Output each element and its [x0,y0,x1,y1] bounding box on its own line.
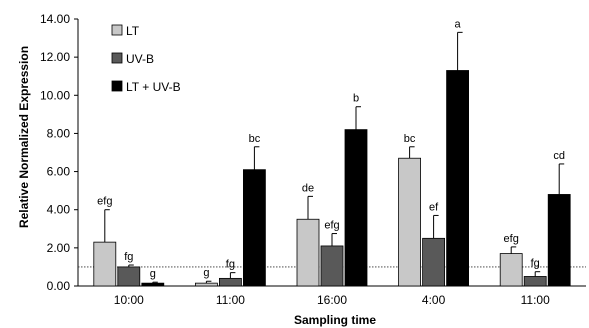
significance-label: ef [429,201,439,213]
x-tick-label: 10:00 [114,293,144,307]
y-tick-label: 8.00 [47,126,71,140]
bar-uv-b-3 [422,237,446,287]
y-tick-label: 12.00 [40,50,70,64]
x-axis-title: Sampling time [294,313,376,327]
significance-label: efg [97,196,112,208]
bar-lt-uv-b-2 [344,129,368,287]
significance-label: bc [249,133,261,145]
y-tick-label: 4.00 [47,203,71,217]
significance-label: fg [226,259,235,271]
significance-label: g [150,268,156,280]
bar-uv-b-2 [320,245,344,287]
significance-label: fg [531,258,540,270]
significance-label: efg [324,220,339,232]
y-tick-label: 2.00 [47,241,71,255]
significance-label: cd [553,150,565,162]
bar-lt-uv-b-1 [242,169,266,287]
x-tick-label: 4:00 [422,293,446,307]
y-tick-label: 14.00 [40,12,70,26]
significance-label: b [353,93,359,105]
legend-swatch [111,24,123,36]
x-tick-label: 11:00 [521,293,550,307]
bar-lt-4 [499,253,523,287]
bar-lt-2 [296,218,320,287]
y-tick-label: 0.00 [47,279,71,293]
bar-lt-3 [398,157,422,287]
bar-lt-uv-b-3 [446,70,470,287]
bar-uv-b-1 [218,277,242,287]
significance-label: bc [404,133,416,145]
significance-label: fg [124,251,133,263]
significance-label: a [455,18,462,30]
bar-lt-1 [194,282,218,287]
y-tick-label: 6.00 [47,165,71,179]
x-tick-label: 16:00 [317,293,347,307]
legend-label: LT [126,24,140,38]
bar-lt-uv-b-4 [547,194,571,287]
bar-uv-b-0 [117,266,141,287]
legend-label: UV-B [126,52,154,66]
legend-swatch [111,52,123,64]
significance-label: g [203,267,209,279]
y-tick-label: 10.00 [40,88,70,102]
legend-label: LT + UV-B [126,80,181,94]
legend-swatch [111,80,123,92]
x-tick-label: 11:00 [216,293,245,307]
significance-label: efg [504,233,519,245]
bar-lt-0 [93,241,117,287]
bar-lt-uv-b-0 [141,282,165,287]
significance-label: de [302,182,314,194]
y-axis-title: Relative Normalized Expression [17,46,31,228]
bar-uv-b-4 [523,276,547,287]
